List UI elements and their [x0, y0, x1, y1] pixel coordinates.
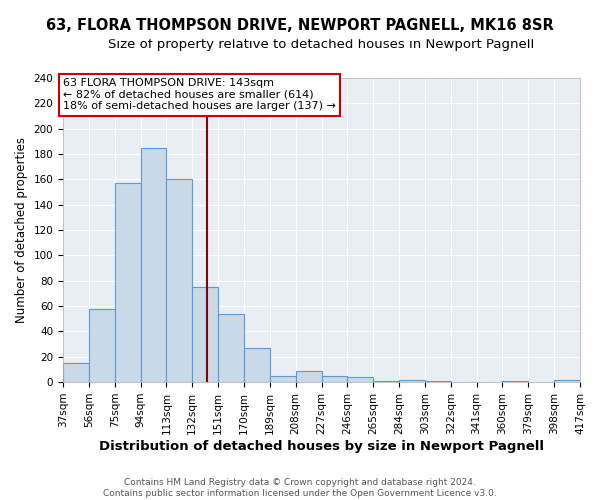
Text: 63, FLORA THOMPSON DRIVE, NEWPORT PAGNELL, MK16 8SR: 63, FLORA THOMPSON DRIVE, NEWPORT PAGNEL… [46, 18, 554, 32]
Bar [296, 370, 322, 382]
Bar [166, 180, 192, 382]
Text: 63 FLORA THOMPSON DRIVE: 143sqm
← 82% of detached houses are smaller (614)
18% o: 63 FLORA THOMPSON DRIVE: 143sqm ← 82% of… [63, 78, 336, 112]
Y-axis label: Number of detached properties: Number of detached properties [15, 137, 28, 323]
Bar [192, 287, 218, 382]
Bar [244, 348, 270, 382]
Bar [218, 314, 244, 382]
Bar [502, 381, 529, 382]
X-axis label: Distribution of detached houses by size in Newport Pagnell: Distribution of detached houses by size … [99, 440, 544, 452]
Bar [425, 381, 451, 382]
Bar [89, 308, 115, 382]
Bar [322, 376, 347, 382]
Bar [399, 380, 425, 382]
Bar [270, 376, 296, 382]
Bar [347, 377, 373, 382]
Bar [554, 380, 580, 382]
Text: Contains HM Land Registry data © Crown copyright and database right 2024.
Contai: Contains HM Land Registry data © Crown c… [103, 478, 497, 498]
Bar [115, 183, 140, 382]
Title: Size of property relative to detached houses in Newport Pagnell: Size of property relative to detached ho… [109, 38, 535, 51]
Bar [63, 363, 89, 382]
Bar [373, 381, 399, 382]
Bar [140, 148, 166, 382]
